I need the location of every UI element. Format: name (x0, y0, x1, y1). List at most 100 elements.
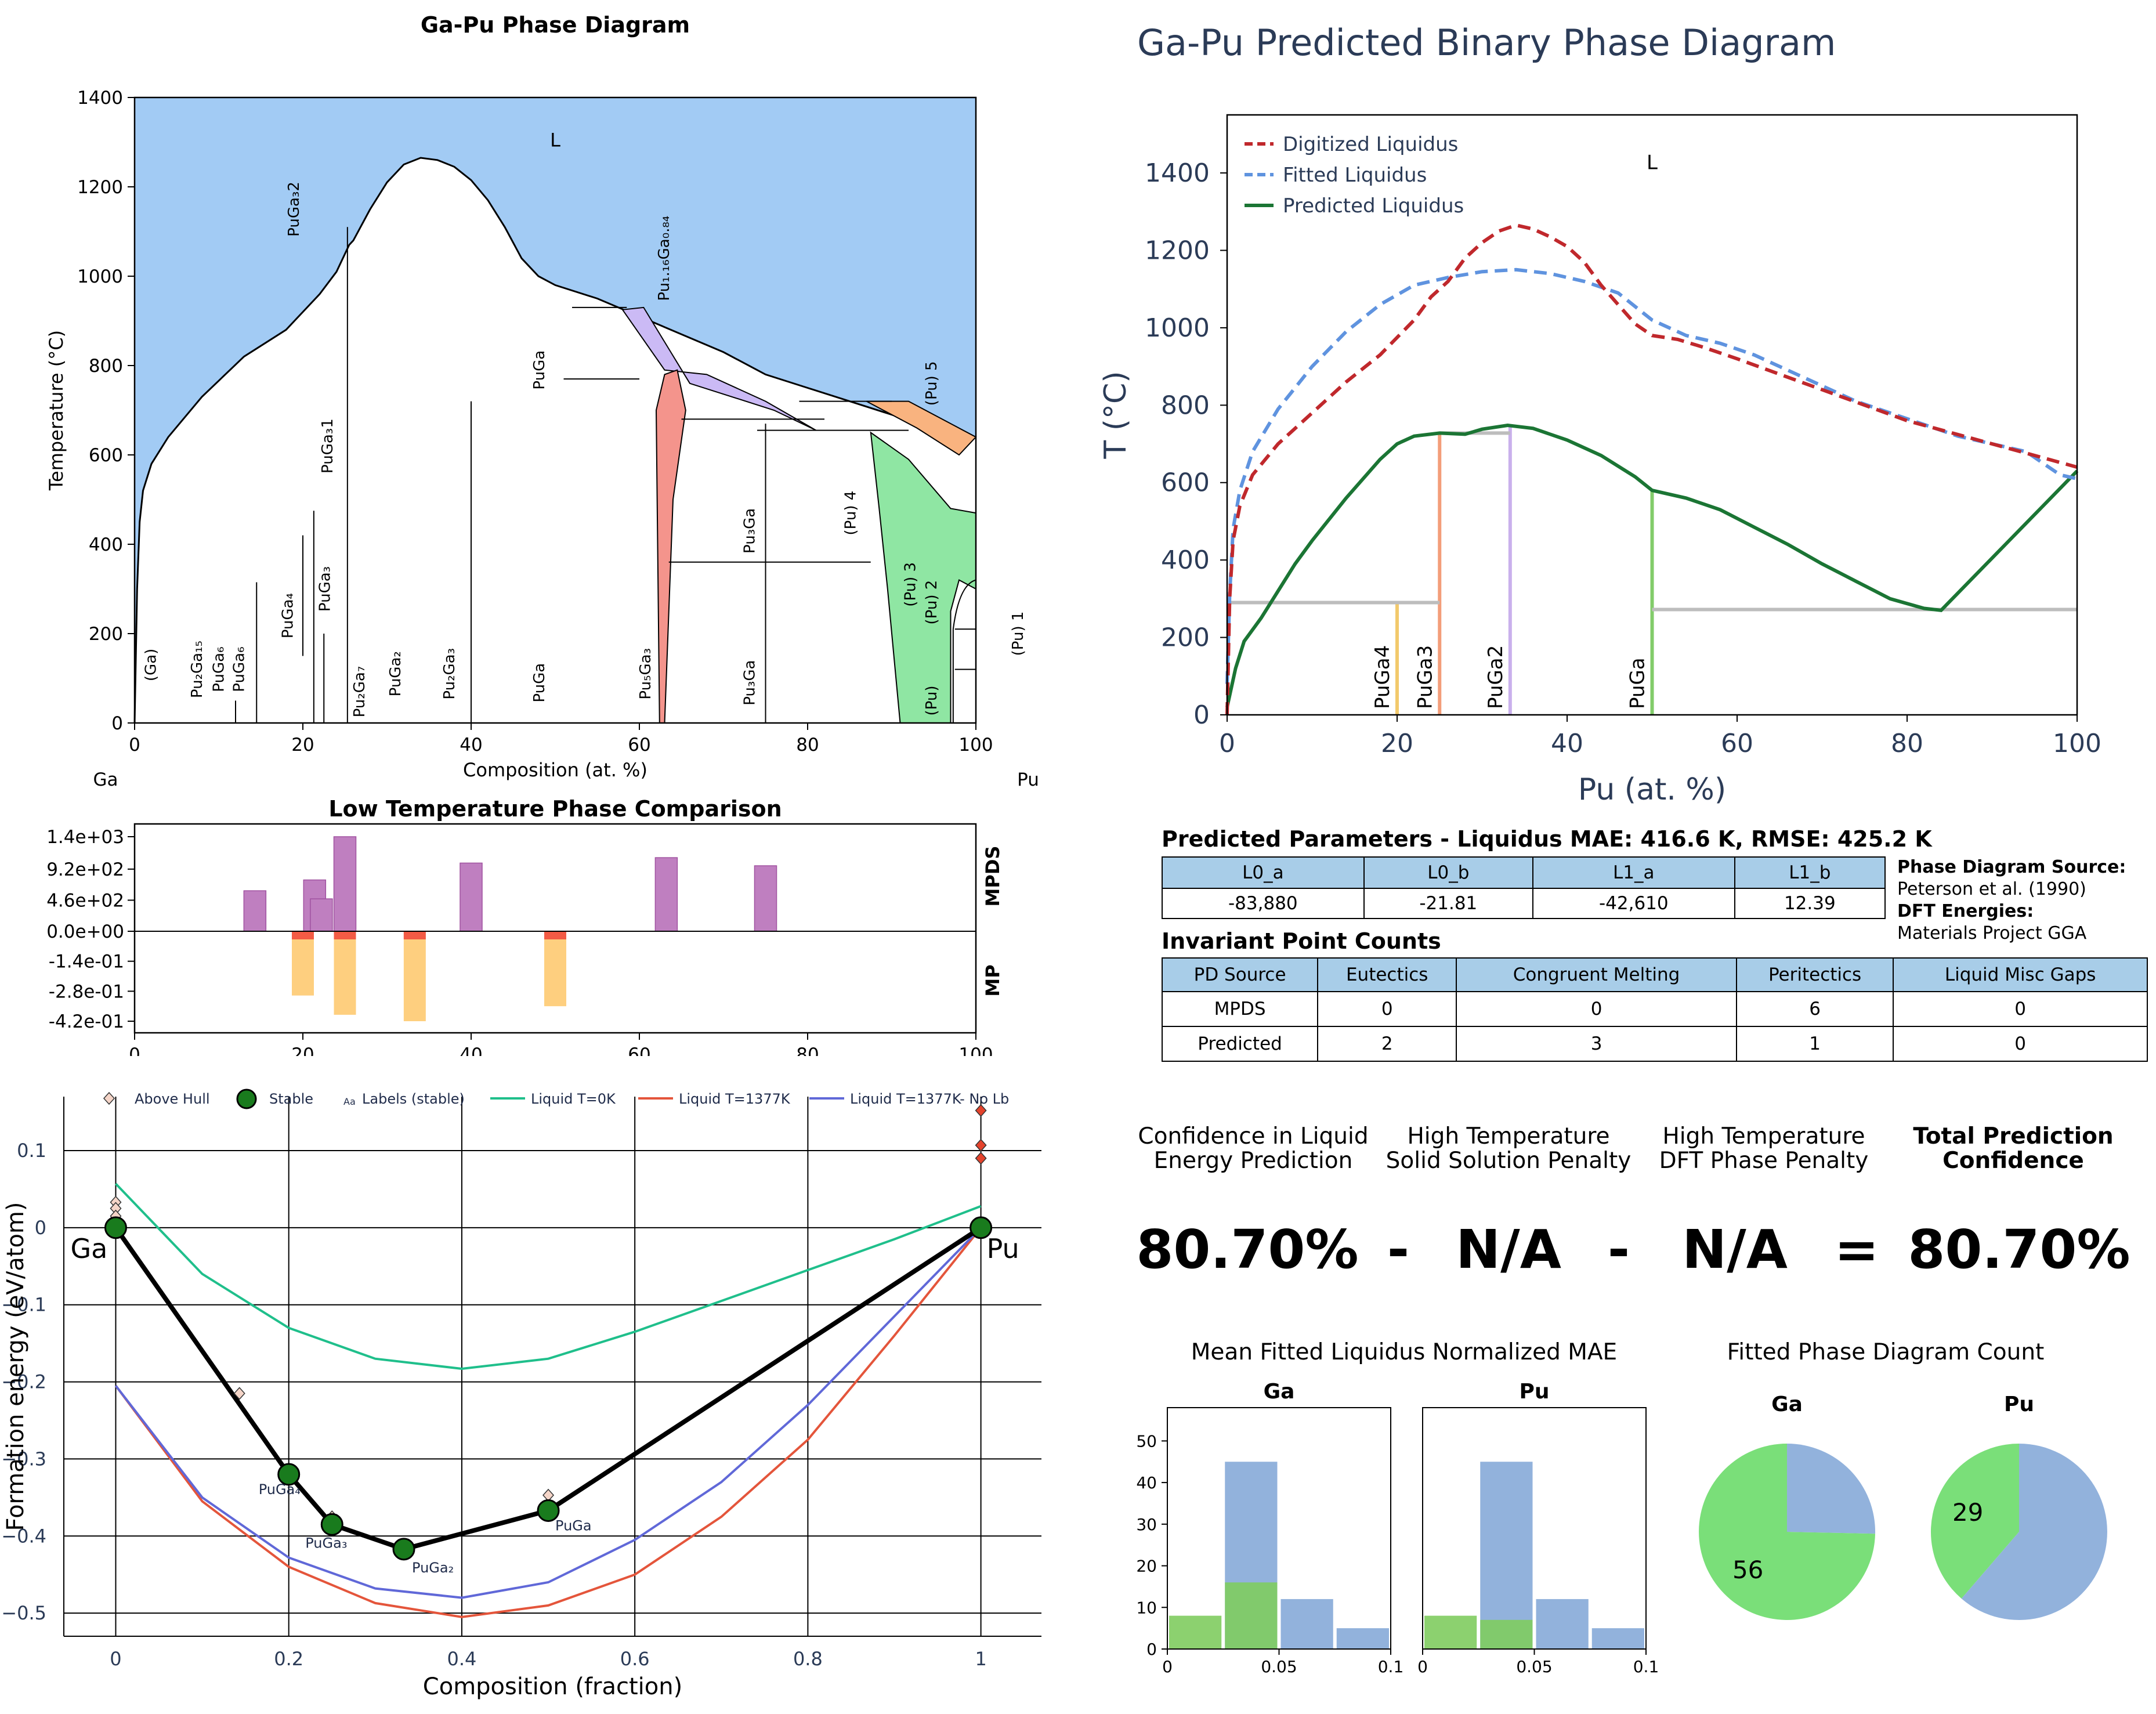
region-label: L (1647, 151, 1658, 174)
x-tick-label: 80 (796, 1044, 819, 1056)
legend-label: Liquid T=0K (531, 1091, 616, 1107)
x-tick-label: 0 (110, 1648, 121, 1670)
right-element-label: Pu (1017, 769, 1039, 790)
histogram-bar (1424, 1615, 1477, 1649)
y-tick-label: 1000 (1145, 313, 1210, 343)
orange-phase-region (866, 400, 977, 456)
phase-label: PuGa₃1 (319, 418, 337, 473)
mp-bar-top (334, 931, 356, 939)
y-tick-label: −0.1 (1, 1294, 46, 1316)
legend-label: Liquid T=1377K (679, 1091, 791, 1107)
y-tick-label: 1200 (1145, 236, 1210, 265)
x-tick-label: 0 (1417, 1657, 1428, 1676)
y-tick-label: 0.0e+00 (46, 921, 124, 942)
confidence-header-line: Confidence in Liquid (1138, 1123, 1369, 1149)
chart-title: Low Temperature Phase Comparison (328, 796, 782, 822)
pie-section-title: Fitted Phase Diagram Count (1727, 1339, 2045, 1365)
pie-slice (1961, 1444, 2107, 1620)
x-tick-label: 80 (796, 735, 819, 755)
x-tick-label: 60 (628, 735, 650, 755)
y-tick-label: 1400 (1145, 158, 1210, 188)
phase-label: (Pu) 1 (1010, 612, 1027, 656)
x-tick-label: 0.4 (447, 1648, 476, 1670)
inv-cell: Predicted (1161, 1026, 1319, 1062)
pd-source-label: Phase Diagram Source: (1897, 857, 2126, 877)
inv-cell: 0 (1893, 991, 2148, 1027)
invariants-title: Invariant Point Counts (1162, 928, 1441, 954)
formation-energy-chart: PuGa₄ PuGa₃ PuGa₂ PuGa Ga Pu 0 0.2 0.4 0.6 0.8 1 0.1… (1, 1089, 1041, 1700)
compound-label: PuGa4 (1371, 645, 1394, 709)
y-tick-label: 30 (1136, 1515, 1157, 1534)
y-axis-label: T (°C) (1098, 371, 1133, 459)
x-axis-label: Composition (fraction) (423, 1673, 682, 1700)
y-tick-label: −0.4 (1, 1525, 46, 1547)
phase-label: PuGa₃ (316, 566, 334, 612)
parameters-table: L0_a L0_b L1_a L1_b -83,880 -21.81 -42,6… (1162, 856, 1886, 919)
pink-phase-region (655, 369, 686, 724)
y-tick-label: 0.1 (17, 1140, 46, 1162)
y-tick-label: 50 (1136, 1431, 1157, 1451)
stable-label: PuGa₄ (259, 1481, 301, 1498)
chart-title: Ga-Pu Phase Diagram (421, 12, 690, 38)
histogram-bar (1169, 1615, 1222, 1649)
confidence-header-line: Confidence (1942, 1148, 2084, 1174)
param-header: L1_b (1734, 856, 1886, 889)
y-tick-label: 1.4e+03 (46, 827, 124, 848)
x-tick-label: 60 (1721, 729, 1753, 758)
source-note: Phase Diagram Source: Peterson et al. (1… (1897, 856, 2126, 945)
param-header: L0_a (1162, 856, 1365, 889)
inv-cell: 1 (1735, 1026, 1894, 1062)
above-hull-point (233, 1387, 245, 1400)
x-axis-label: Composition (at. %) (463, 759, 647, 781)
stable-label: PuGa₃ (305, 1535, 347, 1551)
inv-cell: 2 (1317, 1026, 1457, 1062)
confidence-header-line: Solid Solution Penalty (1386, 1148, 1632, 1174)
y-tick-label: 800 (89, 356, 123, 377)
legend-label: Fitted Liquidus (1283, 164, 1427, 187)
mpds-bar (654, 857, 678, 932)
y-tick-label: 10 (1136, 1598, 1157, 1617)
mp-bar (334, 931, 356, 1015)
pie-title: Ga (1771, 1393, 1803, 1416)
invariants-table: PD Source Eutectics Congruent Melting Pe… (1161, 957, 2148, 1062)
confidence-header-line: High Temperature (1407, 1123, 1610, 1149)
upper-series-label: MPDS (982, 846, 1004, 907)
inv-header: PD Source (1161, 957, 1319, 992)
legend-label: Labels (stable) (362, 1091, 465, 1107)
confidence-header-line: Total Prediction (1913, 1123, 2114, 1149)
confidence-header-line: DFT Phase Penalty (1659, 1148, 1869, 1174)
inv-cell: 0 (1456, 991, 1737, 1027)
mpds-bar (754, 865, 777, 932)
phase-label: Pu₃Ga (741, 508, 759, 554)
dft-source-value: Materials Project GGA (1897, 923, 2087, 943)
x-tick-label: 0.05 (1516, 1657, 1552, 1676)
x-tick-label: 100 (2053, 729, 2101, 758)
x-tick-label: 20 (1381, 729, 1413, 758)
phase-label: Pu₂Ga₃ (441, 648, 458, 700)
legend-label: Stable (269, 1091, 313, 1107)
experimental-phase-diagram: 0 20 40 60 80 1000200400600800100012001400Ga-… (45, 12, 1039, 790)
stable-point (537, 1499, 560, 1522)
pie-slice (1787, 1444, 1876, 1534)
y-tick-label: 0 (35, 1217, 46, 1239)
x-tick-label: 80 (1891, 729, 1923, 758)
compound-label: PuGa (1626, 657, 1649, 709)
mp-bar-top (292, 931, 314, 939)
legend-label: Predicted Liquidus (1283, 194, 1464, 218)
end-label-pu: Pu (987, 1233, 1019, 1264)
phase-label: PuGa₂ (387, 651, 404, 696)
confidence-liquid-value: 80.70% (1136, 1218, 1359, 1281)
inv-cell: 0 (1893, 1026, 2148, 1062)
convex-hull-line (114, 1225, 982, 1552)
pie-slice (1930, 1444, 2019, 1599)
compound-label: PuGa2 (1484, 645, 1507, 709)
y-tick-label: 1000 (77, 266, 123, 287)
liquid-region (135, 97, 976, 723)
plot-frame (133, 823, 977, 1034)
x-tick-label: 60 (628, 1044, 650, 1056)
mp-bar-top (403, 931, 426, 939)
x-tick-label: 20 (291, 735, 314, 755)
pie-slice (1699, 1444, 1875, 1620)
stable-point (277, 1463, 301, 1486)
y-tick-label: 40 (1136, 1473, 1157, 1492)
